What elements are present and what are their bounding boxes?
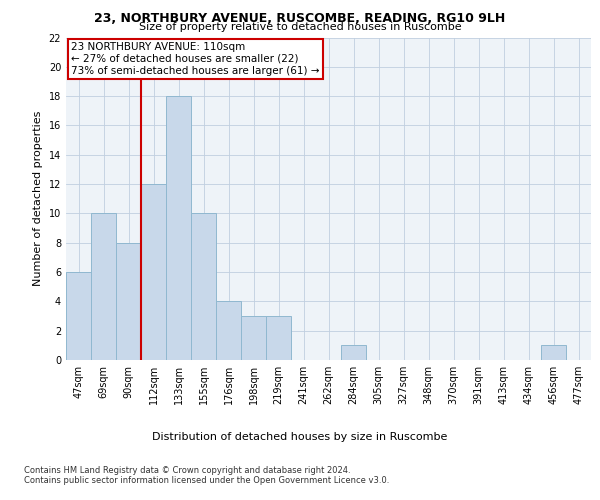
Bar [341, 346, 366, 360]
Bar [191, 214, 216, 360]
Bar [241, 316, 266, 360]
Bar [166, 96, 191, 360]
Text: Distribution of detached houses by size in Ruscombe: Distribution of detached houses by size … [152, 432, 448, 442]
Text: Size of property relative to detached houses in Ruscombe: Size of property relative to detached ho… [139, 22, 461, 32]
Bar [141, 184, 166, 360]
Text: Contains public sector information licensed under the Open Government Licence v3: Contains public sector information licen… [24, 476, 389, 485]
Bar [541, 346, 566, 360]
Bar [91, 214, 116, 360]
Text: 23, NORTHBURY AVENUE, RUSCOMBE, READING, RG10 9LH: 23, NORTHBURY AVENUE, RUSCOMBE, READING,… [94, 12, 506, 24]
Bar [66, 272, 91, 360]
Text: Contains HM Land Registry data © Crown copyright and database right 2024.: Contains HM Land Registry data © Crown c… [24, 466, 350, 475]
Text: 23 NORTHBURY AVENUE: 110sqm
← 27% of detached houses are smaller (22)
73% of sem: 23 NORTHBURY AVENUE: 110sqm ← 27% of det… [71, 42, 320, 76]
Y-axis label: Number of detached properties: Number of detached properties [33, 111, 43, 286]
Bar [216, 302, 241, 360]
Bar [116, 242, 141, 360]
Bar [266, 316, 291, 360]
